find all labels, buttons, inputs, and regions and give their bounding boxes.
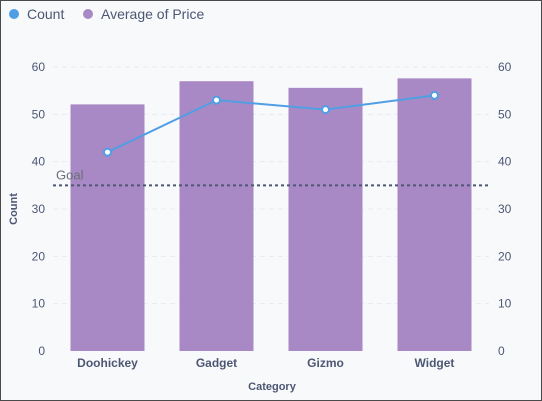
bar-average-of-price[interactable]	[288, 87, 363, 352]
x-tick-label: Widget	[415, 356, 455, 370]
x-tick-label: Doohickey	[77, 356, 138, 370]
point-count[interactable]	[321, 105, 330, 115]
y-tick-label-right: 60	[498, 60, 512, 74]
bar-average-of-price[interactable]	[397, 78, 472, 352]
legend-dot-average-of-price	[83, 9, 93, 19]
y-tick-label-left: 10	[32, 297, 46, 311]
y-tick-label-left: 40	[32, 155, 46, 169]
axes: Count Category 0 0 10 10 20 20 30 30 40 40 50 50 60 6…	[8, 60, 512, 393]
y-tick-label-right: 50	[498, 107, 512, 121]
bar-average-of-price[interactable]	[179, 81, 254, 351]
legend-dot-count	[9, 9, 19, 19]
y-tick-label-right: 20	[498, 249, 512, 263]
y-tick-label-right: 10	[498, 297, 512, 311]
line-count	[107, 94, 435, 154]
point-count[interactable]	[430, 90, 439, 100]
x-tick-label: Gadget	[196, 356, 237, 370]
y-axis-title: Count	[8, 193, 20, 225]
point-count[interactable]	[212, 95, 221, 105]
y-tick-label-right: 0	[498, 344, 505, 358]
point-count[interactable]	[103, 147, 112, 157]
y-tick-label-left: 30	[32, 202, 46, 216]
x-tick-label: Gizmo	[307, 356, 344, 370]
y-tick-label-left: 50	[32, 107, 46, 121]
goal-label: Goal	[56, 167, 84, 182]
legend-label-count[interactable]: Count	[27, 6, 64, 22]
bar-average-of-price[interactable]	[70, 104, 145, 351]
y-tick-label-right: 40	[498, 155, 512, 169]
bar-series-average-of-price	[70, 78, 472, 352]
goal-marker: Goal	[53, 167, 489, 187]
y-tick-label-left: 60	[32, 60, 46, 74]
y-tick-label-left: 20	[32, 249, 46, 263]
line-series-count	[103, 90, 439, 157]
legend: Count Average of Price	[9, 6, 204, 22]
x-axis-title: Category	[248, 381, 297, 393]
y-tick-label-right: 30	[498, 202, 512, 216]
y-tick-label-left: 0	[38, 344, 45, 358]
legend-label-average-of-price[interactable]: Average of Price	[101, 6, 204, 22]
